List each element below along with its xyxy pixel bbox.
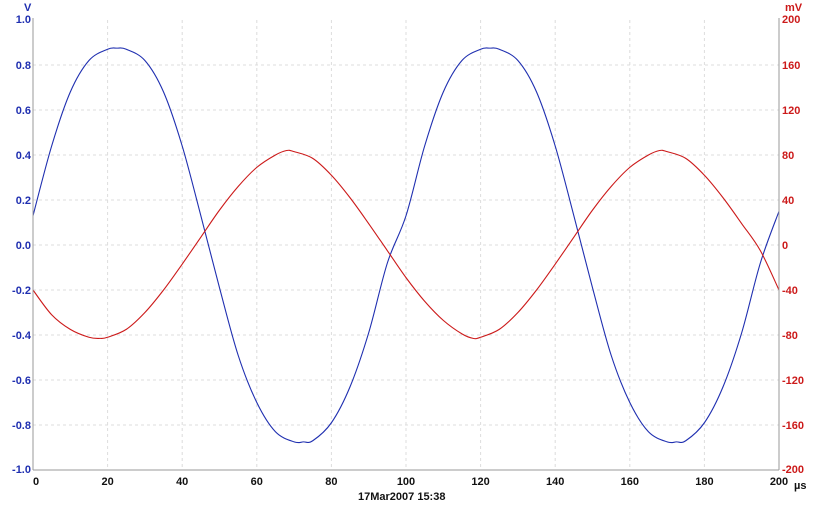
x-tick-label: 140 <box>546 476 564 488</box>
series-line-voltage-mv <box>32 149 780 340</box>
right-y-tick-label: -40 <box>782 285 798 297</box>
right-y-tick-label: 40 <box>782 195 794 207</box>
x-tick-label: 160 <box>621 476 639 488</box>
x-tick-label: 100 <box>397 476 415 488</box>
axes: 0 20 40 60 80 100 120 140 160 180 200 1.0 200 0.8 160 0… <box>12 14 804 488</box>
left-y-tick-label: 0.0 <box>16 240 31 252</box>
left-y-tick-label: -0.6 <box>12 375 31 387</box>
x-tick-label: 80 <box>325 476 337 488</box>
series-layer <box>32 47 780 444</box>
x-tick-label: 120 <box>471 476 489 488</box>
series-line-voltage-v <box>32 47 780 444</box>
left-axis-unit: V <box>24 2 32 14</box>
x-axis-unit: µs <box>794 480 806 492</box>
timestamp: 17Mar2007 15:38 <box>358 491 445 503</box>
right-y-tick-label: 160 <box>782 60 800 72</box>
left-y-tick-label: -1.0 <box>12 464 31 476</box>
left-y-tick-label: 0.6 <box>16 105 31 117</box>
right-y-tick-label: 80 <box>782 150 794 162</box>
x-tick-label: 180 <box>695 476 713 488</box>
left-y-tick-label: -0.4 <box>12 330 32 342</box>
right-y-tick-label: 200 <box>782 14 800 26</box>
left-y-tick-label: -0.2 <box>12 285 31 297</box>
right-y-tick-label: -120 <box>782 375 804 387</box>
x-tick-label: 20 <box>101 476 113 488</box>
x-tick-label: 40 <box>176 476 188 488</box>
left-y-tick-label: 0.8 <box>16 60 31 72</box>
right-y-tick-label: 120 <box>782 105 800 117</box>
right-y-tick-label: 0 <box>782 240 788 252</box>
right-y-tick-label: -200 <box>782 464 804 476</box>
left-y-tick-label: 0.2 <box>16 195 31 207</box>
right-y-tick-label: -160 <box>782 420 804 432</box>
left-y-tick-label: 0.4 <box>16 150 32 162</box>
left-y-tick-label: -0.8 <box>12 420 31 432</box>
right-y-tick-label: -80 <box>782 330 798 342</box>
x-tick-label: 0 <box>33 476 39 488</box>
grid <box>33 20 779 470</box>
right-axis-unit: mV <box>785 2 803 14</box>
x-tick-label: 200 <box>770 476 788 488</box>
left-y-tick-label: 1.0 <box>16 14 31 26</box>
x-tick-label: 60 <box>251 476 263 488</box>
